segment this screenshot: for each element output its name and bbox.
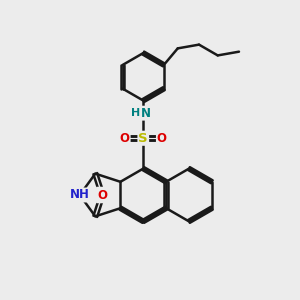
Text: NH: NH — [70, 188, 90, 202]
Text: H: H — [131, 108, 140, 118]
Text: O: O — [157, 132, 167, 145]
Text: S: S — [139, 132, 148, 145]
Text: O: O — [97, 189, 107, 202]
Text: N: N — [141, 107, 151, 120]
Text: O: O — [120, 132, 130, 145]
Text: O: O — [97, 188, 107, 201]
